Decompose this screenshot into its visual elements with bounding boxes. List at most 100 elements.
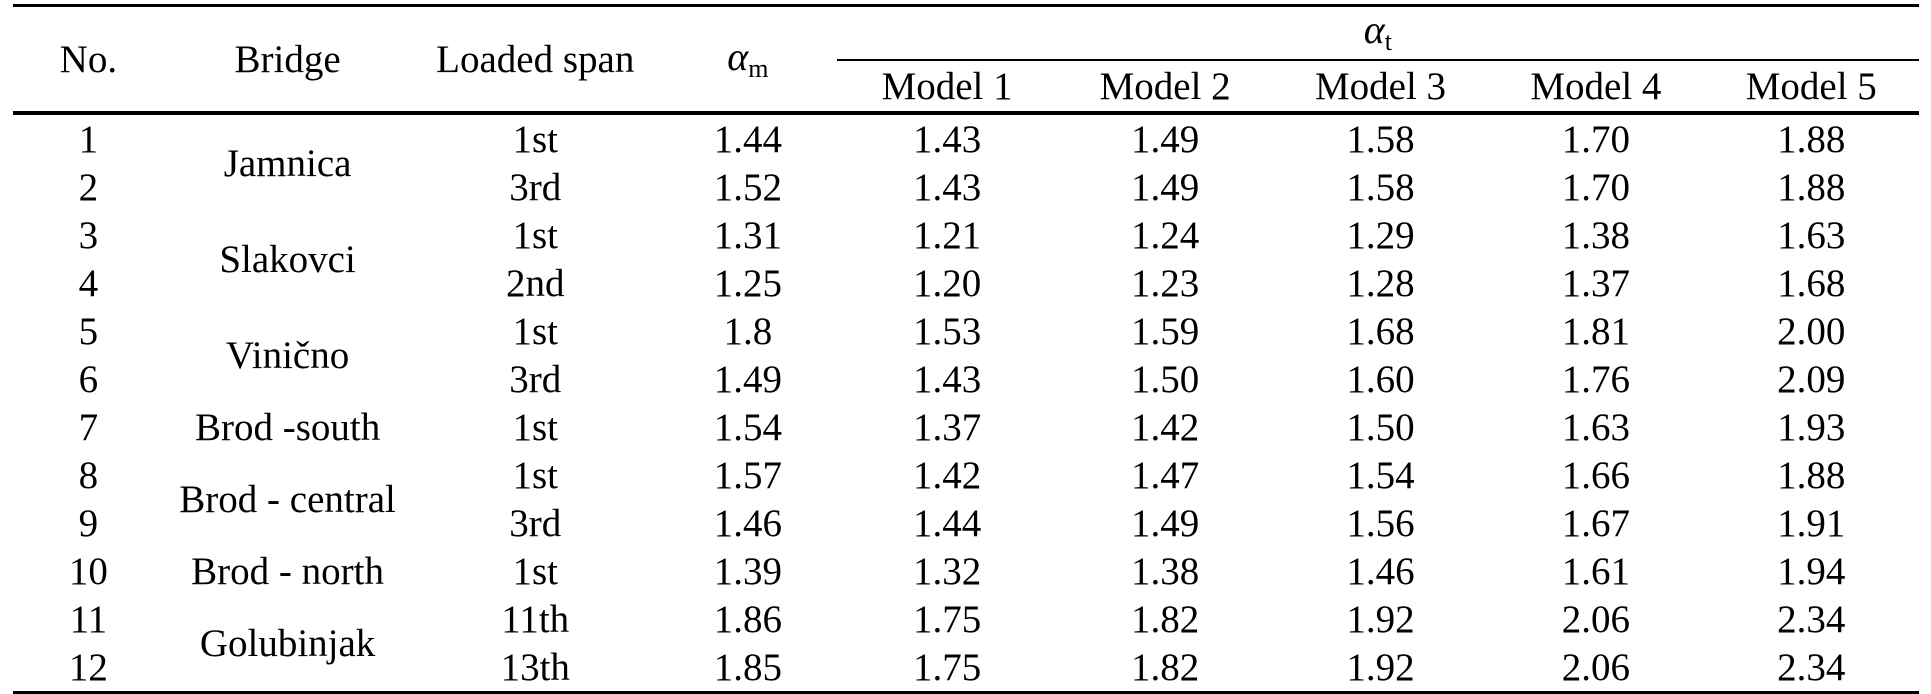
cell-model-2: 1.82 xyxy=(1131,597,1200,641)
cell-loaded-span: 2nd xyxy=(505,261,565,305)
cell-alpha-m: 1.57 xyxy=(713,453,783,497)
cell-model-4: 1.37 xyxy=(1561,261,1630,305)
header-model-1: Model 1 xyxy=(836,59,1058,115)
cell-model-4: 1.63 xyxy=(1561,405,1630,449)
alpha-t-symbol: α xyxy=(1363,6,1385,52)
cell-no: 6 xyxy=(78,357,99,401)
table-row: 9 3rd 1.46 1.44 1.49 1.56 1.67 1.91 xyxy=(13,499,1919,547)
cell-model-2: 1.24 xyxy=(1131,213,1200,257)
table-row: 5 Vinično 1st 1.8 1.53 1.59 1.68 1.81 2.00 xyxy=(13,307,1919,375)
cell-model-1: 1.37 xyxy=(912,405,982,449)
cell-model-1: 1.44 xyxy=(912,501,982,545)
cell-alpha-m: 1.31 xyxy=(713,213,783,257)
cell-model-3: 1.56 xyxy=(1346,501,1415,545)
cell-alpha-m: 1.25 xyxy=(713,261,783,305)
table-row: 2 3rd 1.52 1.43 1.49 1.58 1.70 1.88 xyxy=(13,163,1919,211)
cell-alpha-m: 1.8 xyxy=(723,309,773,353)
cell-no: 10 xyxy=(68,549,108,593)
cell-model-4: 1.76 xyxy=(1561,357,1630,401)
cell-alpha-m: 1.52 xyxy=(713,165,783,209)
cell-model-4: 1.70 xyxy=(1561,117,1630,161)
cell-model-5: 1.68 xyxy=(1777,261,1846,305)
cell-alpha-m: 1.46 xyxy=(713,501,783,545)
cell-model-4: 1.66 xyxy=(1561,453,1630,497)
cell-bridge: Vinično xyxy=(225,333,350,377)
cell-no: 9 xyxy=(78,501,99,545)
table-row: 6 3rd 1.49 1.43 1.50 1.60 1.76 2.09 xyxy=(13,355,1919,403)
cell-alpha-m: 1.86 xyxy=(713,597,783,641)
cell-model-2: 1.49 xyxy=(1131,165,1200,209)
cell-model-1: 1.32 xyxy=(912,549,982,593)
cell-alpha-m: 1.39 xyxy=(713,549,783,593)
header-model-3: Model 3 xyxy=(1272,59,1489,115)
cell-no: 5 xyxy=(78,309,99,353)
cell-loaded-span: 13th xyxy=(411,643,660,694)
cell-no: 3 xyxy=(78,213,99,257)
header-model-5: Model 5 xyxy=(1703,59,1919,115)
cell-model-2: 1.50 xyxy=(1131,357,1200,401)
cell-alpha-m: 1.54 xyxy=(713,405,783,449)
cell-no: 4 xyxy=(78,261,99,305)
table-row: 3 Slakovci 1st 1.31 1.21 1.24 1.29 1.38 1.63 xyxy=(13,211,1919,279)
cell-model-5: 1.63 xyxy=(1777,213,1846,257)
cell-bridge: Brod - north xyxy=(191,549,384,593)
cell-bridge: Brod - central xyxy=(179,477,396,521)
table-row: 4 2nd 1.25 1.20 1.23 1.28 1.37 1.68 xyxy=(13,259,1919,307)
cell-model-2: 1.38 xyxy=(1131,549,1200,593)
header-alpha-t: αt xyxy=(836,4,1919,60)
cell-model-1: 1.43 xyxy=(912,357,982,401)
cell-loaded-span: 1st xyxy=(512,453,558,497)
cell-model-4: 1.67 xyxy=(1561,501,1630,545)
cell-loaded-span: 11th xyxy=(501,597,570,641)
cell-model-3: 1.60 xyxy=(1346,357,1415,401)
cell-loaded-span: 3rd xyxy=(509,357,562,401)
cell-model-5: 1.88 xyxy=(1777,453,1846,497)
table-row: 11 Golubinjak 11th 1.86 1.75 1.82 1.92 2.06 2.34 xyxy=(13,595,1919,694)
header-alpha-m: αm xyxy=(659,4,837,115)
cell-loaded-span: 3rd xyxy=(509,501,562,545)
table-header: No. Bridge Loaded span αm αt Model 1 Mod… xyxy=(13,4,1919,115)
cell-model-3: 1.58 xyxy=(1346,117,1415,161)
cell-model-5: 1.91 xyxy=(1777,501,1846,545)
cell-model-3: 1.58 xyxy=(1346,165,1415,209)
cell-model-1: 1.43 xyxy=(912,165,982,209)
cell-model-3: 1.68 xyxy=(1346,309,1415,353)
cell-model-3: 1.28 xyxy=(1346,261,1415,305)
cell-model-3: 1.92 xyxy=(1346,597,1415,641)
cell-model-5: 2.34 xyxy=(1777,597,1846,641)
table-container: No. Bridge Loaded span αm αt Model 1 Mod… xyxy=(13,4,1919,694)
cell-loaded-span: 1st xyxy=(512,117,558,161)
cell-alpha-m: 1.85 xyxy=(659,643,837,694)
cell-model-5: 1.93 xyxy=(1777,405,1846,449)
header-loaded-span: Loaded span xyxy=(411,4,660,115)
cell-model-4: 1.70 xyxy=(1561,165,1630,209)
table-row: 10 Brod - north 1st 1.39 1.32 1.38 1.46 1.61 1.9… xyxy=(13,547,1919,595)
header-model-4: Model 4 xyxy=(1488,59,1704,115)
cell-model-3: 1.29 xyxy=(1346,213,1415,257)
cell-loaded-span: 1st xyxy=(512,405,558,449)
table-row: 12 13th 1.85 1.75 1.82 1.92 2.06 2.34 xyxy=(13,643,1919,694)
cell-model-5: 1.94 xyxy=(1777,549,1846,593)
cell-model-2: 1.59 xyxy=(1131,309,1200,353)
cell-model-3: 1.46 xyxy=(1346,549,1415,593)
cell-model-1: 1.75 xyxy=(912,597,982,641)
cell-alpha-m: 1.44 xyxy=(713,117,783,161)
cell-no: 11 xyxy=(69,597,108,641)
cell-model-1: 1.42 xyxy=(912,453,982,497)
cell-model-4: 1.38 xyxy=(1561,213,1630,257)
cell-model-1: 1.53 xyxy=(912,309,982,353)
results-table: No. Bridge Loaded span αm αt Model 1 Mod… xyxy=(13,4,1919,694)
cell-model-2: 1.47 xyxy=(1131,453,1200,497)
cell-no: 7 xyxy=(78,405,99,449)
cell-model-4: 1.81 xyxy=(1561,309,1630,353)
cell-bridge: Jamnica xyxy=(223,141,352,185)
cell-model-3: 1.92 xyxy=(1272,643,1489,694)
cell-model-1: 1.43 xyxy=(912,117,982,161)
cell-no: 12 xyxy=(13,643,164,694)
cell-model-5: 2.00 xyxy=(1777,309,1846,353)
alpha-m-symbol: α xyxy=(727,33,749,79)
cell-model-5: 2.34 xyxy=(1703,643,1919,694)
cell-loaded-span: 1st xyxy=(512,309,558,353)
cell-model-2: 1.23 xyxy=(1131,261,1200,305)
cell-model-4: 2.06 xyxy=(1561,597,1630,641)
